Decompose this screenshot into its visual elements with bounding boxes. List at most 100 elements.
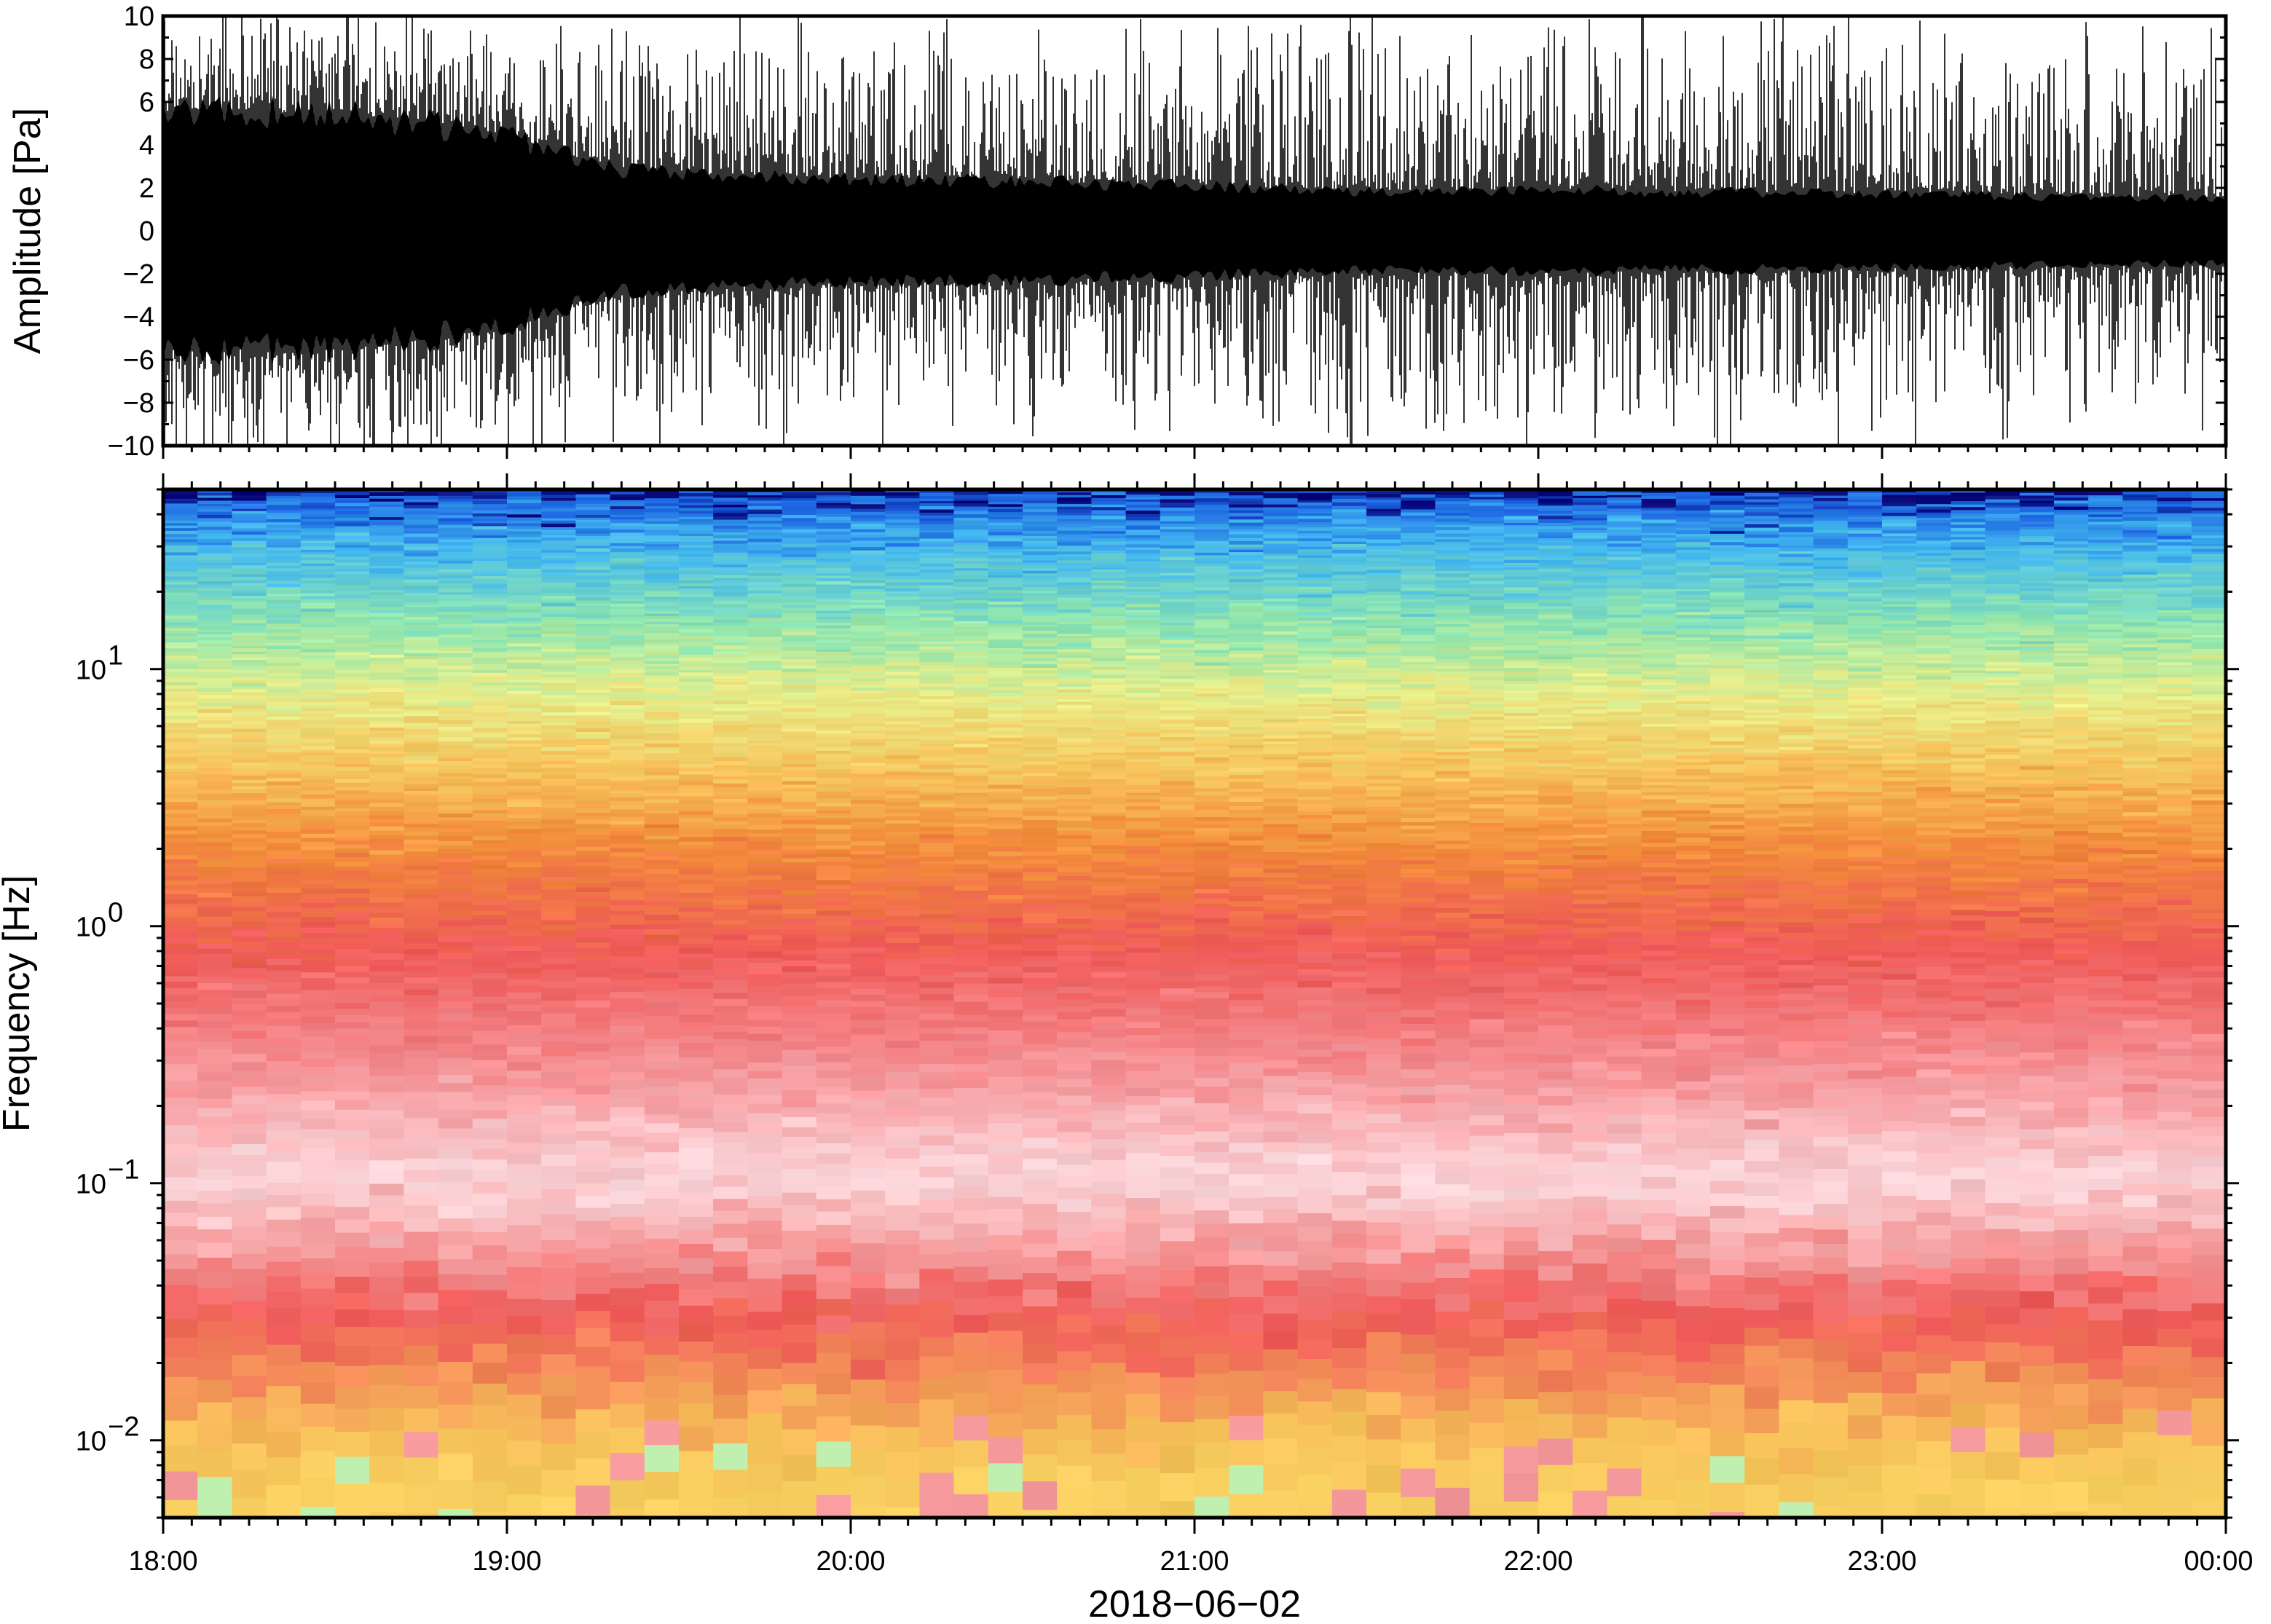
spectrogram-cell [782, 978, 817, 985]
spectrogram-cell [197, 1157, 233, 1170]
spectrogram-cell [816, 649, 851, 653]
spectrogram-cell [610, 526, 645, 530]
spectrogram-cell [404, 556, 439, 560]
spectrogram-cell [232, 863, 267, 868]
spectrogram-cell [266, 605, 302, 610]
spectrogram-cell [644, 839, 680, 845]
spectrogram-cell [438, 504, 473, 508]
spectrogram-cell [851, 920, 886, 926]
spectrogram-cell [782, 718, 817, 723]
spectrogram-cell [747, 850, 783, 856]
spectrogram-cell [575, 912, 611, 918]
spectrogram-cell [197, 623, 233, 628]
spectrogram-cell [300, 1119, 336, 1130]
spectrogram-cell [335, 705, 370, 709]
spectrogram-cell [541, 729, 577, 733]
spectrogram-cell [816, 714, 851, 718]
spectrogram-cell [507, 814, 542, 819]
spectrogram-cell [988, 552, 1023, 556]
spectrogram-cell [197, 565, 233, 569]
spectrogram-cell [266, 623, 302, 628]
spectrogram-cell [163, 671, 198, 677]
spectrogram-cell [644, 730, 680, 734]
spectrogram-cell [541, 1028, 577, 1036]
spectrogram-cell [816, 750, 851, 755]
spectrogram-cell [953, 621, 989, 625]
spectrogram-cell [885, 721, 921, 725]
spectrogram-cell [369, 682, 405, 686]
spectrogram-cell [404, 579, 439, 583]
spectrogram-cell [644, 1445, 680, 1473]
spectrogram-cell [782, 1180, 817, 1194]
spectrogram-cell [747, 821, 783, 827]
spectrogram-cell [197, 661, 233, 664]
spectrogram-cell [988, 741, 1023, 745]
spectrogram-cell [713, 946, 749, 953]
spectrogram-cell [300, 720, 336, 723]
spectrogram-cell [1023, 535, 1058, 539]
spectrogram-cell [851, 752, 886, 757]
spectrogram-cell [610, 868, 645, 873]
spectrogram-cell [541, 708, 577, 713]
spectrogram-cell [610, 639, 645, 642]
spectrogram-cell [919, 665, 955, 669]
spectrogram-cell [851, 1449, 886, 1478]
spectrogram-cell [404, 622, 439, 626]
spectrogram-cell [300, 809, 336, 813]
spectrogram-cell [404, 971, 439, 978]
spectrogram-cell [816, 1078, 851, 1087]
spectrogram-cell [816, 1133, 851, 1144]
spectrogram-cell [782, 760, 817, 765]
spectrogram-cell [541, 1443, 577, 1470]
spectrogram-cell [816, 663, 851, 668]
spectrogram-cell [610, 577, 645, 580]
spectrogram-cell [232, 705, 267, 709]
spectrogram-cell [747, 1142, 783, 1154]
spectrogram-cell [816, 502, 851, 506]
spectrogram-cell [713, 1497, 749, 1518]
spectrogram-cell [919, 555, 955, 559]
spectrogram-cell [1023, 918, 1058, 924]
spectrogram-cell [782, 659, 817, 663]
spectrogram-cell [988, 687, 1023, 691]
spectrogram-cell [953, 687, 989, 691]
spectrogram-cell [747, 833, 783, 837]
spectrogram-cell [782, 506, 817, 511]
spectrogram-cell [747, 694, 783, 698]
spectrogram-cell [679, 818, 714, 823]
spectrogram-cell [335, 879, 370, 885]
spectrogram-cell [266, 863, 302, 868]
spectrogram-cell [610, 722, 645, 727]
spectrogram-cell [335, 794, 370, 798]
spectrogram-cell [369, 830, 405, 836]
spectrogram-cell [782, 777, 817, 782]
spectrogram-cell [197, 1425, 233, 1451]
spectrogram-cell [404, 777, 439, 781]
spectrogram-cell [1091, 522, 1127, 527]
spectrogram-cell [610, 809, 645, 814]
spectrogram-cell [438, 583, 473, 587]
spectrogram-cell [610, 749, 645, 754]
spectrogram-cell [163, 664, 198, 667]
spectrogram-cell [885, 1027, 921, 1035]
spectrogram-cell [782, 971, 817, 979]
spectrogram-cell [679, 902, 714, 908]
spectrogram-cell [953, 1372, 989, 1394]
spectrogram-cell [266, 666, 302, 670]
spectrogram-cell [782, 1090, 817, 1100]
spectrogram-cell [1023, 728, 1058, 733]
spectrogram-cell [404, 812, 439, 817]
spectrogram-cell [885, 728, 921, 732]
spectrogram-cell [404, 884, 439, 890]
spectrogram-cell [404, 687, 439, 692]
spectrogram-cell [644, 796, 680, 800]
spectrogram-cell [369, 1277, 405, 1293]
spectrogram-cell [679, 625, 714, 630]
spectrogram-cell [919, 572, 955, 578]
spectrogram-cell [644, 733, 680, 737]
spectrogram-cell [575, 1221, 611, 1235]
spectrogram-cell [1057, 661, 1093, 665]
spectrogram-cell [163, 645, 198, 649]
spectrogram-cell [266, 896, 302, 902]
spectrogram-cell [953, 545, 989, 550]
